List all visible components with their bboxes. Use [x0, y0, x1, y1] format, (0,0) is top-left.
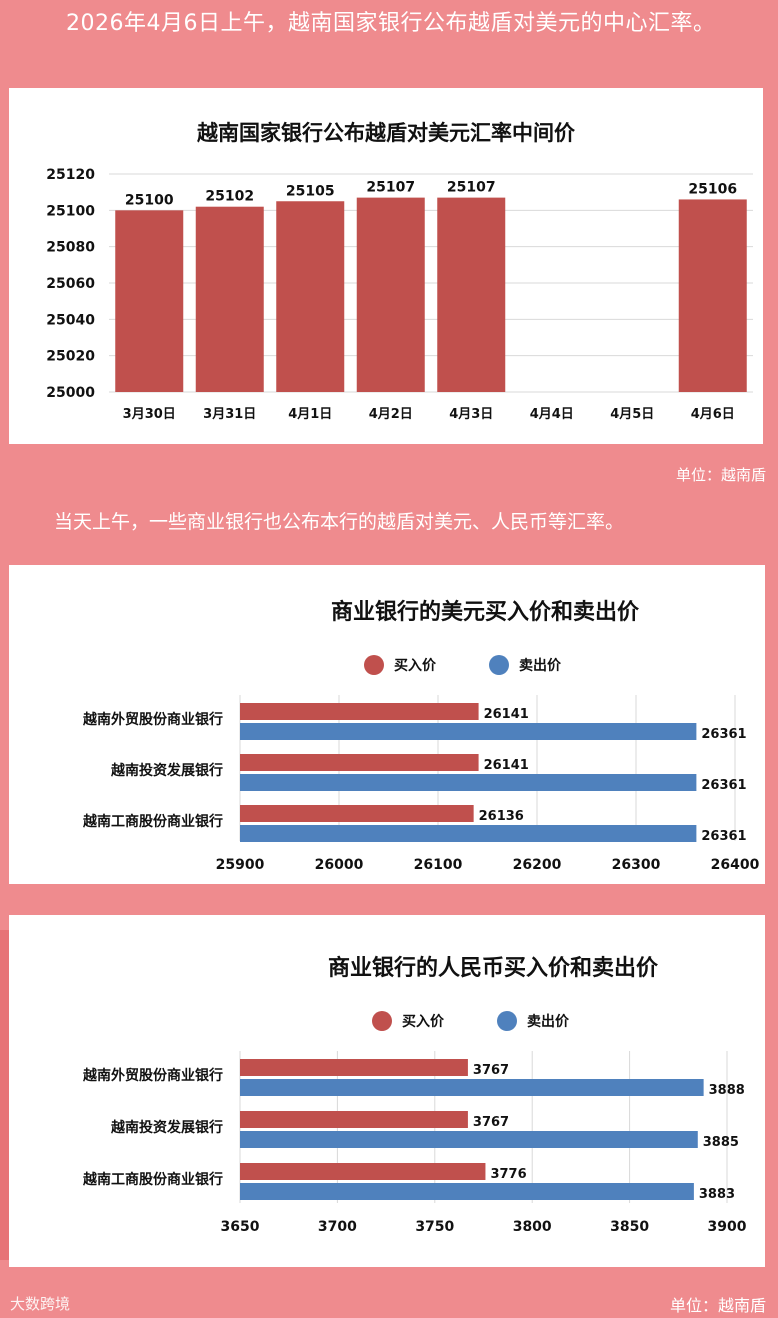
bar [678, 199, 747, 392]
legend-marker [497, 1011, 517, 1031]
chart-title: 商业银行的美元买入价和卖出价 [331, 599, 640, 625]
y-tick-label: 25000 [46, 385, 95, 401]
bar-sell [240, 1183, 694, 1200]
legend-marker [489, 655, 509, 675]
x-tick-label: 26200 [513, 857, 562, 873]
data-label: 3767 [473, 1115, 509, 1130]
bar-sell [240, 774, 697, 791]
category-label: 越南工商股份商业银行 [82, 813, 223, 830]
data-label: 3888 [709, 1083, 745, 1098]
bar [115, 210, 184, 392]
legend-label: 买入价 [394, 658, 437, 674]
bar-sell [240, 723, 697, 740]
bar-buy [240, 703, 479, 720]
chart-card-usd: 商业银行的美元买入价和卖出价买入价 卖出价 25900 26000 26100 26200… [9, 565, 765, 884]
bar [276, 201, 345, 392]
x-tick-label: 4月2日 [369, 407, 413, 422]
y-tick-label: 25080 [46, 240, 95, 256]
bar-sell [240, 1131, 698, 1148]
chart-title: 商业银行的人民币买入价和卖出价 [328, 955, 659, 981]
legend-marker [364, 655, 384, 675]
y-tick-label: 25060 [46, 276, 95, 292]
bar-buy [240, 805, 474, 822]
watermark: 大数跨境 [10, 1295, 71, 1313]
category-label: 越南外贸股份商业银行 [82, 1067, 223, 1084]
bar-buy [240, 1111, 468, 1128]
x-tick-label: 4月3日 [449, 407, 493, 422]
y-tick-label: 25120 [46, 167, 95, 183]
x-tick-label: 26400 [711, 857, 760, 873]
side-decoration [0, 930, 9, 1260]
data-label: 25106 [688, 181, 737, 197]
category-label: 越南投资发展银行 [110, 1119, 223, 1136]
data-label: 3883 [699, 1187, 735, 1202]
bar [356, 197, 425, 392]
x-tick-label: 26100 [414, 857, 463, 873]
legend-marker [372, 1011, 392, 1031]
data-label: 3885 [703, 1135, 739, 1150]
data-label: 25100 [125, 192, 174, 208]
data-label: 25105 [286, 183, 335, 199]
y-tick-label: 25020 [46, 349, 95, 365]
legend-label: 卖出价 [519, 657, 562, 674]
x-tick-label: 3850 [610, 1219, 649, 1235]
x-tick-label: 3650 [221, 1219, 260, 1235]
x-tick-label: 26000 [315, 857, 364, 873]
y-tick-label: 25040 [46, 312, 95, 328]
data-label: 25107 [366, 180, 415, 196]
x-tick-label: 3700 [318, 1219, 357, 1235]
chart-title: 越南国家银行公布越盾对美元汇率中间价 [196, 121, 576, 145]
chart-card-central-rate: 越南国家银行公布越盾对美元汇率中间价 25000 25020 25040 25060 25… [9, 88, 763, 444]
data-label: 26136 [479, 809, 524, 824]
category-label: 越南投资发展银行 [110, 762, 223, 779]
central-rate-chart: 越南国家银行公布越盾对美元汇率中间价 25000 25020 25040 25060 25… [46, 121, 753, 422]
data-label: 25102 [205, 189, 254, 205]
bar-buy [240, 1059, 468, 1076]
x-tick-label: 3750 [415, 1219, 454, 1235]
x-tick-label: 4月5日 [610, 407, 654, 422]
x-tick-label: 3900 [708, 1219, 747, 1235]
category-label: 越南外贸股份商业银行 [82, 711, 223, 728]
x-tick-label: 4月1日 [288, 407, 332, 422]
x-tick-label: 25900 [216, 857, 265, 873]
data-label: 26141 [484, 758, 529, 773]
bar-buy [240, 754, 479, 771]
data-label: 3776 [490, 1167, 526, 1182]
bar-buy [240, 1163, 486, 1180]
x-tick-label: 26300 [612, 857, 661, 873]
legend-label: 卖出价 [527, 1013, 570, 1030]
unit-label-1: 单位：越南盾 [675, 466, 766, 484]
x-tick-label: 3月30日 [123, 407, 176, 422]
category-label: 越南工商股份商业银行 [82, 1171, 223, 1188]
data-label: 26141 [484, 707, 529, 722]
x-tick-label: 3800 [513, 1219, 552, 1235]
x-tick-label: 3月31日 [203, 407, 256, 422]
bar-sell [240, 1079, 704, 1096]
bar-sell [240, 825, 697, 842]
x-tick-label: 4月6日 [691, 407, 735, 422]
legend-label: 买入价 [402, 1014, 445, 1030]
intro-text: 2026年4月6日上午，越南国家银行公布越盾对美元的中心汇率。 [66, 11, 716, 36]
unit-label-2: 单位：越南盾 [669, 1296, 766, 1315]
bar [437, 197, 506, 392]
data-label: 3767 [473, 1063, 509, 1078]
data-label: 25107 [447, 180, 496, 196]
y-tick-label: 25100 [46, 203, 95, 219]
data-label: 26361 [701, 778, 746, 793]
x-tick-label: 4月4日 [530, 407, 574, 422]
mid-text: 当天上午，一些商业银行也公布本行的越盾对美元、人民币等汇率。 [54, 511, 625, 533]
data-label: 26361 [701, 727, 746, 742]
data-label: 26361 [701, 829, 746, 844]
bar [195, 206, 264, 392]
chart-card-cny: 商业银行的人民币买入价和卖出价买入价 卖出价 3650 3700 3750 3800 385… [9, 915, 765, 1267]
